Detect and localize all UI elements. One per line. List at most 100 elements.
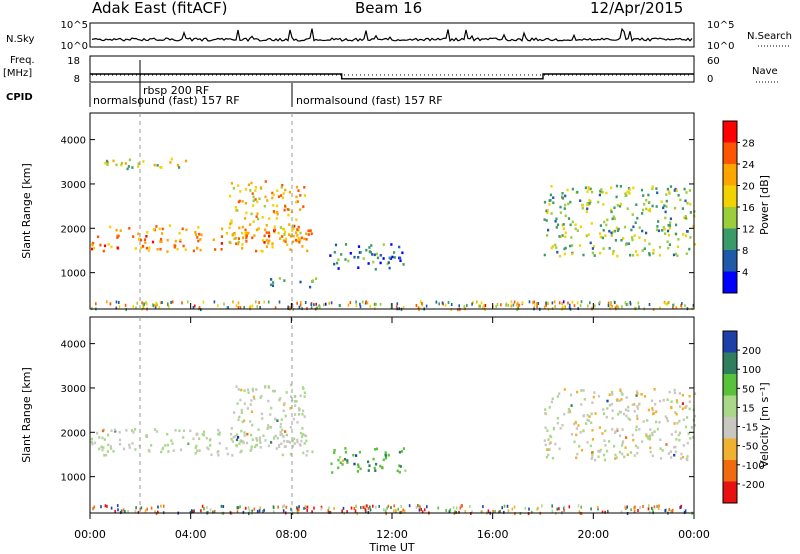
range-cell [277,231,280,235]
range-cell [688,394,691,398]
range-cell [487,509,490,513]
range-cell [261,250,264,253]
range-cell [546,234,549,237]
range-cell [155,301,157,305]
range-cell [260,412,263,416]
range-cell [328,510,330,514]
range-cell [145,435,148,438]
range-cell [386,262,389,266]
range-cell [298,305,301,309]
range-cell [578,445,581,448]
range-cell [100,445,103,449]
range-cell [184,159,188,163]
range-cell [166,443,169,447]
range-cell [615,226,618,230]
range-cell [145,235,148,238]
range-cell [151,240,155,244]
range-cell [587,203,590,207]
range-cell [271,242,274,246]
range-cell [374,448,377,451]
range-cell [217,432,220,436]
range-cell [310,303,313,306]
range-cell [234,434,237,438]
range-cell [421,510,424,514]
range-cell [582,414,586,417]
colorbar-frame [722,330,738,504]
range-cell [124,162,127,165]
range-cell [627,417,630,420]
range-cell [158,306,161,310]
range-cell [563,505,566,509]
range-cell [118,438,122,442]
range-cell [264,180,267,183]
range-cell [510,300,513,304]
range-cell [283,233,286,236]
range-cell [636,417,639,420]
range-cell [625,303,628,306]
range-cell [623,455,626,459]
range-cell [610,208,613,212]
range-cell [251,438,254,441]
range-cell [472,300,474,304]
range-cell [228,240,231,244]
range-cell [621,444,624,447]
range-cell [240,411,243,414]
range-cell [590,421,593,425]
range-cell [288,306,291,309]
range-cell [92,241,95,245]
range-cell [200,233,203,237]
colorbar-tick-label: -50 [742,442,758,453]
range-cell [301,413,304,416]
range-cell [616,254,619,258]
range-cell [152,304,155,308]
range-cell [581,206,584,210]
range-cell [567,301,569,305]
range-cell [516,304,519,308]
range-cell [97,235,100,239]
range-cell [548,442,551,445]
range-cell [194,446,197,450]
range-cell [306,505,309,509]
range-cell [302,409,305,413]
colorbar-tick-label: 16 [742,203,755,214]
colorbar-swatch [723,438,737,461]
range-cell [575,433,578,437]
range-cell [315,302,317,306]
range-cell [288,223,291,226]
range-cell [280,186,283,189]
range-cell [288,208,291,212]
range-cell [668,508,671,511]
range-cell [303,442,306,445]
range-cell [252,220,255,223]
range-cell [109,302,112,306]
range-cell [241,420,244,424]
range-cell [550,185,553,188]
range-cell [258,509,261,513]
range-cell [636,446,640,449]
range-cell [264,384,267,388]
range-cell [115,228,118,232]
colorbar-swatch [723,164,737,186]
range-cell [591,456,594,459]
range-cell [193,509,195,513]
range-cell [137,510,140,514]
range-cell [564,235,567,238]
range-cell [678,392,681,395]
beam-label: Beam 16 [355,0,422,17]
range-cell [569,244,572,248]
freq-tick-top: 18 [67,56,80,67]
range-cell [255,249,258,253]
range-cell [579,199,582,202]
range-cell [664,301,666,305]
x-tick-label: 00:00 [74,528,106,541]
range-cell [365,300,367,304]
range-cell [673,388,676,392]
range-cell [179,238,182,242]
range-cell [626,505,628,509]
range-cell [569,393,573,397]
range-cell [104,504,107,508]
range-cell [251,304,254,308]
range-cell [569,223,572,227]
range-cell [181,227,184,231]
range-cell [468,505,471,508]
